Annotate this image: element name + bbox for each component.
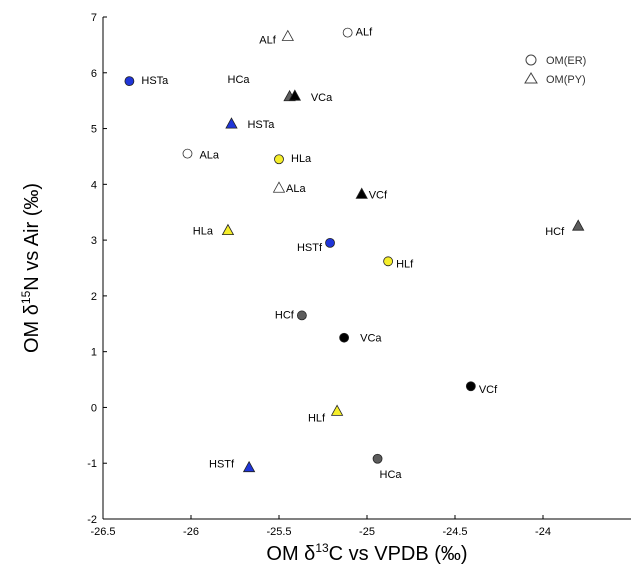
y-axis-title-suffix: N vs Air (‰) [21, 183, 43, 291]
point-label-er-hca: HCa [380, 469, 403, 481]
x-axis-title-prefix: OM δ [266, 543, 315, 565]
x-tick-label: -26.5 [90, 526, 115, 538]
point-er-hsta [124, 76, 135, 87]
point-py-alf [281, 29, 294, 41]
legend-circle-marker [525, 54, 537, 66]
point-label-er-vca: VCa [360, 333, 382, 345]
point-label-py-hla: HLa [193, 226, 214, 238]
point-py-vca [288, 89, 302, 101]
point-er-hlf [383, 256, 394, 267]
y-tick-label: 7 [91, 12, 97, 24]
point-py-vcf [355, 187, 368, 199]
point-label-er-hla: HLa [291, 153, 312, 165]
point-py-hstf [242, 460, 256, 473]
point-label-er-vcf: VCf [479, 384, 498, 396]
point-label-er-ala: ALa [199, 150, 219, 162]
point-label-py-hca: HCa [228, 74, 251, 86]
y-tick-label: 6 [91, 68, 97, 80]
point-er-ala [182, 148, 193, 159]
legend: OM(ER) OM(PY) [524, 54, 586, 86]
y-tick-label: -2 [87, 514, 97, 526]
x-axis-title: OM δ13C vs VPDB (‰) [266, 541, 467, 565]
point-py-ala [272, 181, 286, 193]
point-er-hcf [296, 310, 307, 321]
y-tick-label: 0 [91, 402, 97, 414]
point-py-hla [221, 223, 235, 236]
point-label-py-hstf: HSTf [209, 459, 235, 471]
y-axis-title-superscript: 15 [19, 290, 33, 304]
point-er-vca [339, 332, 350, 343]
point-er-alf [342, 27, 353, 38]
point-label-py-hlf: HLf [308, 412, 326, 424]
y-tick-label: -1 [87, 458, 97, 470]
point-label-er-hcf: HCf [275, 309, 295, 321]
point-label-py-alf: ALf [259, 35, 276, 47]
y-axis-title: OM δ15N vs Air (‰) [19, 183, 43, 353]
y-tick-label: 4 [91, 179, 97, 191]
point-label-er-alf: ALf [356, 27, 373, 39]
x-axis-title-suffix: C vs VPDB (‰) [329, 543, 468, 565]
y-tick-label: 2 [91, 291, 97, 303]
point-er-vcf [465, 381, 476, 392]
point-label-er-hlf: HLf [396, 258, 414, 270]
point-label-py-hsta: HSTa [247, 119, 275, 131]
x-tick-label: -25.5 [266, 526, 291, 538]
x-axis-title-superscript: 13 [315, 541, 329, 555]
x-tick-label: -26 [183, 526, 199, 538]
point-label-py-vca: VCa [311, 92, 333, 104]
x-axis-ticks: -26.5 -26 -25.5 -25 -24.5 -24 [90, 515, 551, 538]
point-er-hca [372, 453, 383, 464]
point-py-hsta [225, 117, 238, 129]
y-tick-label: 3 [91, 235, 97, 247]
point-label-py-vcf: VCf [369, 189, 388, 201]
legend-label: OM(ER) [546, 55, 586, 67]
y-tick-label: 1 [91, 347, 97, 359]
plot-area [103, 17, 631, 519]
y-axis-title-prefix: OM δ [21, 304, 43, 353]
point-label-er-hstf: HSTf [297, 242, 323, 254]
point-er-hstf [325, 237, 335, 248]
point-label-py-ala: ALa [286, 183, 306, 195]
y-tick-label: 5 [91, 124, 97, 136]
y-axis-ticks: -2 -1 0 1 2 3 4 5 6 7 [87, 12, 107, 526]
x-tick-label: -24.5 [442, 526, 467, 538]
legend-label: OM(PY) [546, 74, 586, 86]
legend-triangle-marker [524, 72, 538, 84]
point-py-hcf [572, 219, 585, 231]
point-labels: HSTa ALa HLa ALf HSTf HLf HCf VCa VCf HCa ALf HCa VC… [141, 27, 565, 481]
x-tick-label: -25 [359, 526, 375, 538]
data-points [124, 27, 585, 473]
point-label-er-hsta: HSTa [141, 75, 169, 87]
point-py-hlf [330, 404, 344, 416]
point-label-py-hcf: HCf [545, 226, 565, 238]
x-tick-label: -24 [535, 526, 551, 538]
point-er-hla [274, 154, 284, 165]
